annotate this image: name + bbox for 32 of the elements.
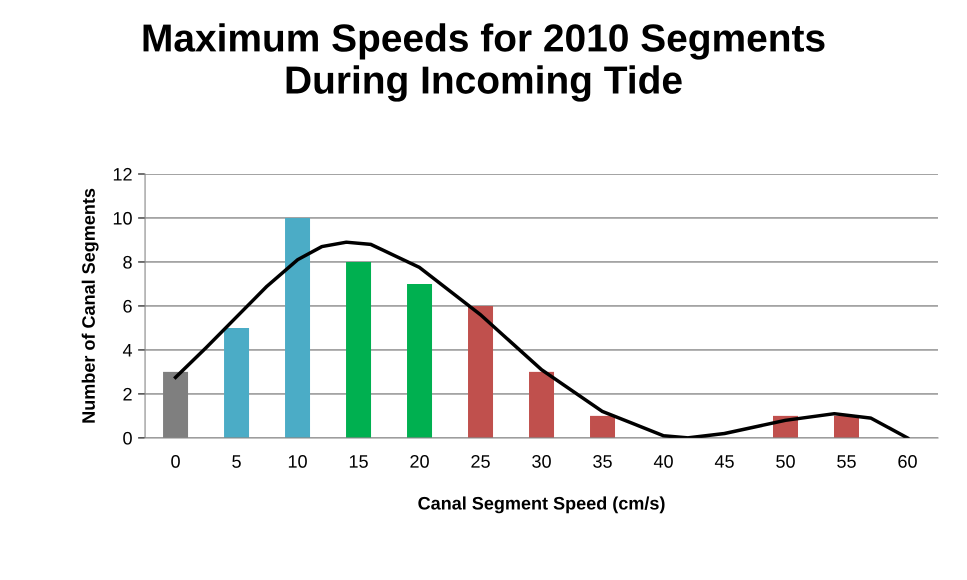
x-tick-label: 5 bbox=[232, 455, 241, 468]
y-tick-label: 4 bbox=[122, 344, 132, 356]
bar bbox=[590, 416, 616, 438]
x-tick-label: 20 bbox=[410, 455, 429, 468]
bar bbox=[468, 306, 494, 438]
line-series bbox=[174, 240, 910, 438]
x-tick-label: 35 bbox=[593, 455, 612, 468]
x-tick-label: 0 bbox=[171, 455, 180, 468]
bar bbox=[224, 328, 250, 438]
y-tick-label: 10 bbox=[114, 212, 132, 225]
y-tick-label: 12 bbox=[114, 168, 132, 181]
y-tick-label: 6 bbox=[123, 300, 132, 313]
bar bbox=[346, 262, 372, 438]
y-tick-label: 0 bbox=[123, 432, 132, 445]
bar bbox=[834, 416, 859, 438]
x-tick-label: 30 bbox=[532, 455, 551, 468]
y-tick-label: 8 bbox=[123, 256, 132, 269]
x-axis-title: Canal Segment Speed (cm/s) bbox=[418, 496, 665, 514]
bar bbox=[407, 284, 432, 438]
x-tick-label: 25 bbox=[471, 455, 490, 468]
x-tick-label: 45 bbox=[714, 455, 734, 468]
y-tick-label: 2 bbox=[123, 388, 132, 400]
x-tick-label: 55 bbox=[837, 455, 856, 468]
x-tick-label: 50 bbox=[776, 455, 795, 468]
bar bbox=[529, 372, 554, 438]
chart-title: Maximum Speeds for 2010 Segments During Incoming Tide bbox=[144, 23, 824, 102]
x-tick-label: 60 bbox=[898, 455, 917, 468]
x-tick-label: 15 bbox=[350, 455, 368, 468]
bar bbox=[285, 218, 310, 438]
y-axis-title: Number of Canal Segments bbox=[82, 188, 99, 423]
x-tick-label: 10 bbox=[288, 455, 307, 468]
x-tick-label: 40 bbox=[654, 455, 673, 468]
